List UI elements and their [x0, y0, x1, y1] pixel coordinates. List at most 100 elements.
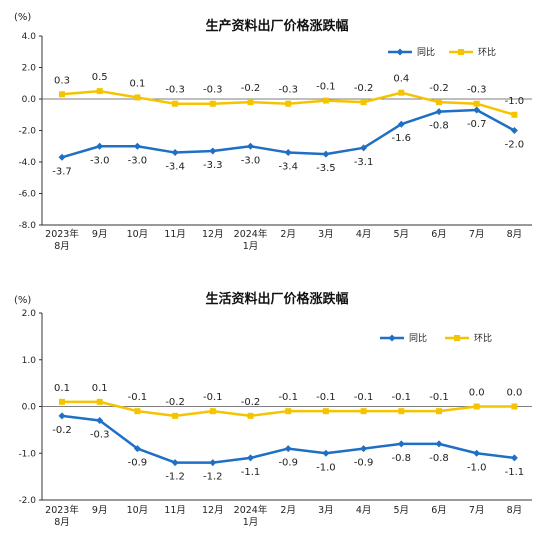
x-tick-label: 3月	[318, 505, 334, 516]
data-label-mom: -0.1	[429, 392, 449, 403]
x-tick-label: 9月	[92, 505, 108, 516]
data-point-yoy	[322, 449, 330, 457]
x-tick-label: 2024年 1月	[234, 504, 268, 528]
data-point-mom	[360, 99, 367, 106]
chart-title: 生产资料出厂价格涨跌幅	[205, 18, 348, 34]
data-label-yoy: -1.2	[165, 472, 185, 483]
data-point-yoy	[209, 459, 217, 467]
data-point-mom	[247, 99, 254, 106]
data-point-yoy	[96, 417, 104, 425]
data-point-mom	[285, 408, 292, 415]
data-point-yoy	[473, 106, 481, 114]
data-label-mom: 0.3	[54, 75, 70, 86]
x-tick-label: 12月	[202, 229, 224, 240]
data-label-yoy: -0.9	[128, 458, 148, 469]
data-label-yoy: -0.3	[90, 430, 110, 441]
y-tick-label: 2.0	[22, 309, 37, 319]
data-point-yoy	[360, 144, 368, 152]
data-label-mom: -0.2	[165, 397, 185, 408]
unit-label: (%)	[14, 295, 31, 306]
data-label-mom: -0.2	[241, 83, 261, 94]
data-point-yoy	[247, 454, 254, 462]
data-point-mom	[398, 408, 405, 415]
data-point-yoy	[171, 149, 179, 157]
data-label-mom: -0.3	[467, 85, 487, 96]
data-point-mom	[209, 100, 216, 107]
data-point-mom	[360, 408, 367, 415]
data-label-mom: -0.2	[429, 83, 449, 94]
y-tick-label: 2.0	[22, 64, 37, 74]
data-point-mom	[285, 100, 292, 107]
data-label-mom: -0.1	[278, 392, 298, 403]
data-point-yoy	[247, 142, 254, 150]
legend-marker-mom	[454, 335, 460, 341]
data-point-yoy	[473, 449, 481, 457]
data-label-mom: -0.3	[203, 85, 223, 96]
y-tick-label: -6.0	[18, 190, 36, 200]
data-label-yoy: -3.7	[52, 166, 72, 177]
x-tick-label: 3月	[318, 229, 334, 240]
data-label-yoy: -0.8	[429, 453, 449, 464]
data-point-yoy	[435, 440, 443, 448]
y-tick-label: -1.0	[18, 449, 36, 459]
chart-title: 生活资料出厂价格涨跌幅	[205, 291, 348, 307]
data-point-mom	[96, 398, 103, 405]
y-tick-label: -2.0	[18, 127, 36, 137]
y-tick-label: 0.0	[22, 95, 37, 105]
x-tick-label: 10月	[127, 505, 149, 516]
data-point-yoy	[435, 108, 443, 116]
data-point-mom	[511, 111, 518, 118]
y-tick-label: -8.0	[18, 221, 36, 231]
legend: 同比 环比	[388, 46, 496, 58]
data-point-mom	[436, 99, 442, 106]
data-label-mom: 0.0	[469, 388, 485, 399]
data-label-mom: 0.4	[393, 74, 409, 85]
data-point-mom	[172, 100, 179, 107]
data-label-yoy: -1.6	[392, 133, 412, 144]
legend-marker-yoy	[388, 334, 396, 342]
x-tick-label: 2023年 8月	[45, 228, 79, 252]
chart-svg-consumer: 生活资料出厂价格涨跌幅 (%) 2.0 1.0 0.0 -1.0 -2.0 2023年 8月…	[14, 291, 532, 528]
data-label-mom: -0.2	[241, 397, 261, 408]
x-tick-label: 2023年 8月	[45, 504, 79, 528]
chart-production-materials: 生产资料出厂价格涨跌幅 (%) 4.0 2.0 0.0 -2.0 -4.0 -6.0 -8.…	[0, 0, 554, 268]
data-point-mom	[134, 408, 141, 415]
data-point-yoy	[510, 454, 518, 462]
data-point-yoy	[360, 445, 368, 453]
x-tick-label: 6月	[431, 229, 447, 240]
data-point-yoy	[284, 149, 292, 157]
data-point-yoy	[58, 153, 66, 161]
data-label-yoy: -1.0	[316, 462, 336, 473]
plot-area: 2.0 1.0 0.0 -1.0 -2.0 2023年 8月 9月 10月 11月 12月 2024年…	[18, 309, 532, 528]
x-tick-label: 8月	[507, 505, 523, 516]
x-tick-label: 7月	[469, 229, 485, 240]
data-point-yoy	[133, 445, 141, 453]
data-label-yoy: -3.0	[128, 155, 148, 166]
data-label-mom: -1.0	[505, 96, 525, 107]
data-label-yoy: -3.0	[241, 155, 261, 166]
data-point-yoy	[209, 147, 217, 155]
y-tick-label: 0.0	[22, 403, 37, 413]
data-point-yoy	[96, 142, 104, 150]
data-label-yoy: -0.8	[429, 121, 449, 132]
data-label-yoy: -1.2	[203, 472, 223, 483]
x-tick-label: 2月	[280, 229, 296, 240]
data-point-yoy	[171, 459, 179, 467]
x-tick-label: 12月	[202, 505, 224, 516]
y-tick-label: 1.0	[22, 356, 37, 366]
data-label-yoy: -1.1	[505, 467, 525, 478]
data-label-mom: -0.3	[278, 85, 298, 96]
legend-label-yoy: 同比	[409, 332, 427, 344]
data-point-mom	[473, 100, 480, 107]
data-label-mom: 0.5	[92, 72, 108, 83]
data-point-mom	[209, 408, 216, 415]
data-point-yoy	[510, 127, 518, 134]
data-point-mom	[172, 412, 179, 419]
x-tick-label: 4月	[356, 505, 372, 516]
data-point-mom	[134, 94, 141, 101]
data-label-yoy: -0.7	[467, 119, 487, 130]
data-point-mom	[247, 412, 254, 419]
y-tick-label: -4.0	[18, 158, 36, 168]
data-label-yoy: -3.1	[354, 157, 374, 168]
data-label-mom: 0.1	[129, 78, 145, 89]
